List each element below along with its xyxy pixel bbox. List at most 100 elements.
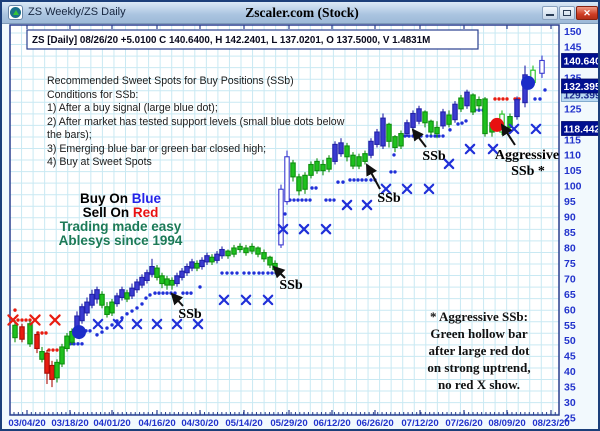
blue-x-mark bbox=[171, 318, 183, 330]
support-dot bbox=[135, 306, 139, 310]
support-dot bbox=[533, 97, 537, 101]
support-dot bbox=[393, 170, 397, 174]
maximize-icon bbox=[563, 10, 571, 16]
support-dot bbox=[140, 302, 144, 306]
support-dot bbox=[389, 170, 393, 174]
support-dot bbox=[429, 134, 433, 138]
candlestick-bar bbox=[428, 120, 434, 133]
support-dot bbox=[130, 309, 134, 313]
y-axis-label: 105 bbox=[564, 165, 582, 177]
resistance-dot bbox=[47, 348, 51, 352]
maximize-button[interactable] bbox=[559, 6, 575, 20]
support-dot bbox=[165, 291, 169, 295]
candlestick-bar bbox=[458, 97, 464, 110]
candlestick-bar bbox=[350, 154, 356, 167]
support-dot bbox=[125, 312, 129, 316]
candlestick-bar bbox=[261, 252, 267, 260]
support-dot bbox=[464, 119, 468, 123]
x-axis-date-label: 05/29/20 bbox=[270, 418, 307, 429]
quote-info-text: ZS [Daily] 08/26/20 +5.0100 C 140.6400, … bbox=[32, 35, 430, 46]
candlestick-bar bbox=[79, 306, 85, 322]
y-axis-label: 70 bbox=[564, 273, 576, 285]
x-axis-date-label: 08/09/20 bbox=[488, 418, 525, 429]
support-dot bbox=[100, 330, 104, 334]
candlestick-bar bbox=[296, 176, 302, 192]
chart-symbol-title: Zscaler.com (Stock) bbox=[245, 5, 359, 20]
window-title: ZS Weekly/ZS Daily bbox=[28, 6, 126, 18]
resistance-dot bbox=[497, 97, 501, 101]
candlestick-bar bbox=[139, 276, 145, 286]
candlestick-bar bbox=[314, 160, 320, 172]
support-dot bbox=[441, 134, 445, 138]
support-dot bbox=[460, 121, 464, 125]
support-dot bbox=[252, 271, 256, 275]
support-dot bbox=[304, 198, 308, 202]
support-dot bbox=[88, 329, 92, 333]
ssb-label: SSb bbox=[279, 278, 303, 293]
candlestick-bar bbox=[174, 275, 180, 285]
support-dot bbox=[336, 180, 340, 184]
close-button[interactable]: ✕ bbox=[576, 6, 598, 20]
candlestick-bar bbox=[446, 114, 452, 125]
candlestick-bar bbox=[27, 323, 33, 345]
blue-x-mark bbox=[298, 223, 310, 235]
candlestick-bar bbox=[209, 256, 215, 263]
support-dot bbox=[95, 333, 99, 337]
blue-x-mark bbox=[92, 318, 104, 330]
candlestick-bar bbox=[422, 111, 428, 124]
candlestick-bar bbox=[374, 131, 380, 145]
minimize-button[interactable] bbox=[542, 6, 558, 20]
candlestick-bar bbox=[434, 126, 440, 135]
support-dot bbox=[369, 178, 373, 182]
candlestick-bar bbox=[124, 292, 130, 300]
ssb-arrow bbox=[272, 265, 286, 279]
candlestick-bar bbox=[84, 301, 90, 314]
blue-x-mark bbox=[464, 143, 476, 155]
candlestick-bar bbox=[320, 163, 326, 172]
price-badge bbox=[561, 53, 598, 68]
support-dot bbox=[80, 342, 84, 346]
blue-x-mark bbox=[443, 158, 455, 170]
blue-x-mark bbox=[218, 294, 230, 306]
blue-x-mark bbox=[192, 318, 204, 330]
y-axis-label: 85 bbox=[564, 227, 576, 239]
resistance-dot bbox=[40, 331, 44, 335]
candlestick-bar bbox=[64, 335, 70, 350]
support-dot bbox=[437, 134, 441, 138]
support-dot bbox=[266, 271, 270, 275]
support-dot bbox=[419, 134, 423, 138]
y-axis-label: 80 bbox=[564, 242, 576, 254]
support-dot bbox=[220, 271, 224, 275]
title-bar[interactable]: ZS Weekly/ZS Daily Zscaler.com (Stock) ✕ bbox=[2, 2, 598, 24]
candlestick-bar bbox=[219, 248, 225, 257]
candlestick-bar bbox=[308, 163, 314, 176]
minimize-icon bbox=[546, 14, 554, 16]
support-dot bbox=[314, 186, 318, 190]
support-dot bbox=[407, 134, 411, 138]
candlestick-bar bbox=[416, 108, 422, 122]
price-badge-value: 118.442 bbox=[564, 124, 600, 135]
support-dot bbox=[356, 178, 360, 182]
resistance-dot bbox=[20, 318, 24, 322]
candlestick-bar bbox=[114, 295, 120, 305]
support-dot bbox=[392, 153, 396, 157]
candlestick-bar bbox=[368, 140, 374, 156]
support-dot bbox=[120, 316, 124, 320]
x-axis-date-label: 08/23/20 bbox=[532, 418, 569, 429]
support-dot bbox=[292, 198, 296, 202]
ssb-label: Aggressive bbox=[495, 148, 559, 163]
candlestick-bar bbox=[49, 364, 55, 380]
support-dot bbox=[296, 198, 300, 202]
x-axis-date-label: 05/14/20 bbox=[225, 418, 262, 429]
blue-x-mark bbox=[423, 183, 435, 195]
x-axis-date-label: 04/01/20 bbox=[93, 418, 130, 429]
blue-x-mark bbox=[530, 123, 542, 135]
red-x-mark bbox=[7, 314, 19, 326]
support-dot bbox=[173, 291, 177, 295]
candlestick-bar bbox=[225, 250, 231, 257]
support-dot bbox=[153, 291, 157, 295]
support-dot bbox=[257, 271, 261, 275]
support-dot bbox=[261, 271, 265, 275]
